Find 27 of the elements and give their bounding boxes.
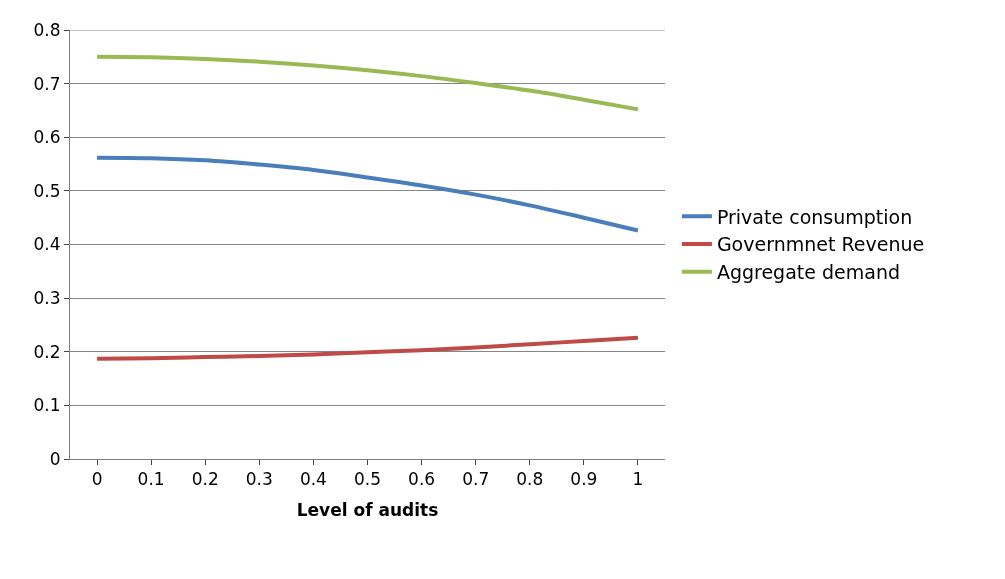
x-tick-label: 0.9 [570,469,598,490]
y-tick-label: 0.8 [33,19,61,40]
x-tick-label: 1 [632,469,644,490]
x-tick-label: 0.7 [462,469,490,490]
x-tick-label: 0.4 [299,469,327,490]
y-tick-label: 0.3 [33,288,61,309]
x-tick-label: 0.8 [516,469,544,490]
line-series [95,155,640,233]
x-tick-label: 0 [91,469,103,490]
x-tick-label: 0.3 [245,469,273,490]
y-tick-label: 0.4 [33,234,61,255]
y-tick-label: 0.5 [33,180,61,201]
y-tick-label: 0.2 [33,341,61,362]
y-tick-label: 0.6 [33,127,61,148]
line-series [95,54,640,112]
y-tick-label: 0 [49,448,61,469]
legend-label: Governmnet Revenue [716,233,925,256]
y-tick-label: 0.1 [33,395,61,416]
y-tick-label: 0.7 [33,73,61,94]
x-axis-title: Level of audits [296,499,439,520]
x-tick-label: 0.6 [408,469,436,490]
x-tick-label: 0.2 [191,469,219,490]
legend-label: Aggregate demand [716,261,900,284]
legend-label: Private consumption [716,205,913,228]
x-tick-label: 0.1 [137,469,165,490]
x-tick-label: 0.5 [353,469,382,490]
line-series [95,335,640,361]
